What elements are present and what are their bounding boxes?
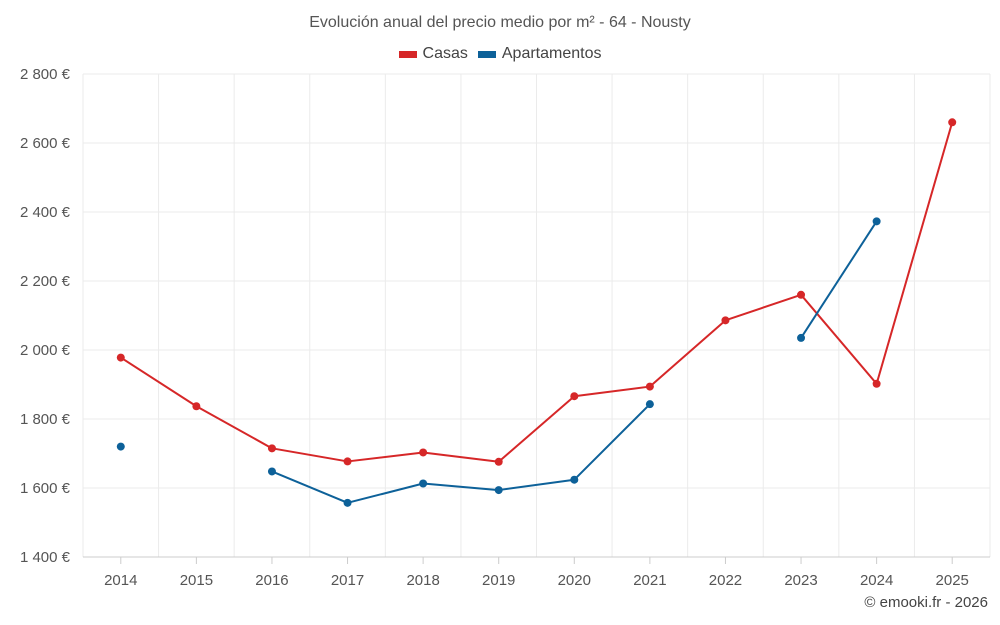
data-point-casas xyxy=(872,379,881,388)
data-point-casas xyxy=(645,382,654,391)
y-tick-label: 1 400 € xyxy=(20,549,71,566)
x-tick-label: 2015 xyxy=(180,572,213,589)
data-point-apartamentos xyxy=(494,486,503,495)
y-tick-label: 2 800 € xyxy=(20,66,71,83)
data-point-apartamentos xyxy=(570,475,579,484)
data-point-casas xyxy=(343,457,352,466)
legend-swatch-casas xyxy=(398,50,417,58)
x-tick-label: 2020 xyxy=(558,572,591,589)
legend-item-casas[interactable]: Casas xyxy=(398,45,468,63)
data-point-apartamentos xyxy=(645,400,654,409)
x-tick-label: 2019 xyxy=(482,572,515,589)
x-tick-label: 2024 xyxy=(860,572,893,589)
x-tick-label: 2014 xyxy=(104,572,137,589)
data-point-casas xyxy=(721,316,730,325)
data-point-casas xyxy=(192,402,201,411)
data-point-apartamentos xyxy=(797,333,806,342)
y-tick-label: 2 200 € xyxy=(20,273,71,290)
x-tick-label: 2021 xyxy=(633,572,666,589)
data-point-casas xyxy=(116,353,125,362)
x-tick-label: 2018 xyxy=(406,572,439,589)
data-point-casas xyxy=(797,290,806,299)
data-point-apartamentos xyxy=(267,467,276,476)
x-tick-label: 2017 xyxy=(331,572,364,589)
data-point-casas xyxy=(419,448,428,457)
data-point-apartamentos xyxy=(343,498,352,507)
data-point-casas xyxy=(570,392,579,401)
data-point-apartamentos xyxy=(116,442,125,451)
y-tick-label: 2 400 € xyxy=(20,204,71,221)
credit-text: © emooki.fr - 2026 xyxy=(864,594,988,611)
legend-label-casas: Casas xyxy=(422,45,468,62)
series-line-casas xyxy=(120,122,954,463)
x-tick-label: 2023 xyxy=(784,572,817,589)
legend-item-apartamentos[interactable]: Apartamentos xyxy=(477,45,602,63)
data-point-casas xyxy=(948,118,957,127)
y-tick-label: 1 800 € xyxy=(20,411,71,428)
y-tick-label: 1 600 € xyxy=(20,480,71,497)
legend-label-apartamentos: Apartamentos xyxy=(501,45,602,62)
legend-swatch-apartamentos xyxy=(477,50,496,58)
y-tick-label: 2 600 € xyxy=(20,135,71,152)
y-tick-label: 2 000 € xyxy=(20,342,71,359)
data-point-apartamentos xyxy=(419,479,428,488)
chart-title: Evolución anual del precio medio por m² … xyxy=(309,14,691,31)
data-point-casas xyxy=(267,444,276,453)
x-tick-label: 2022 xyxy=(709,572,742,589)
x-tick-label: 2025 xyxy=(936,572,969,589)
legend: Casas Apartamentos xyxy=(0,45,1000,63)
series-line-apartamentos xyxy=(800,220,878,339)
data-point-apartamentos xyxy=(872,217,881,226)
data-point-casas xyxy=(494,457,503,466)
x-tick-label: 2016 xyxy=(255,572,288,589)
series-line-apartamentos xyxy=(271,403,651,504)
